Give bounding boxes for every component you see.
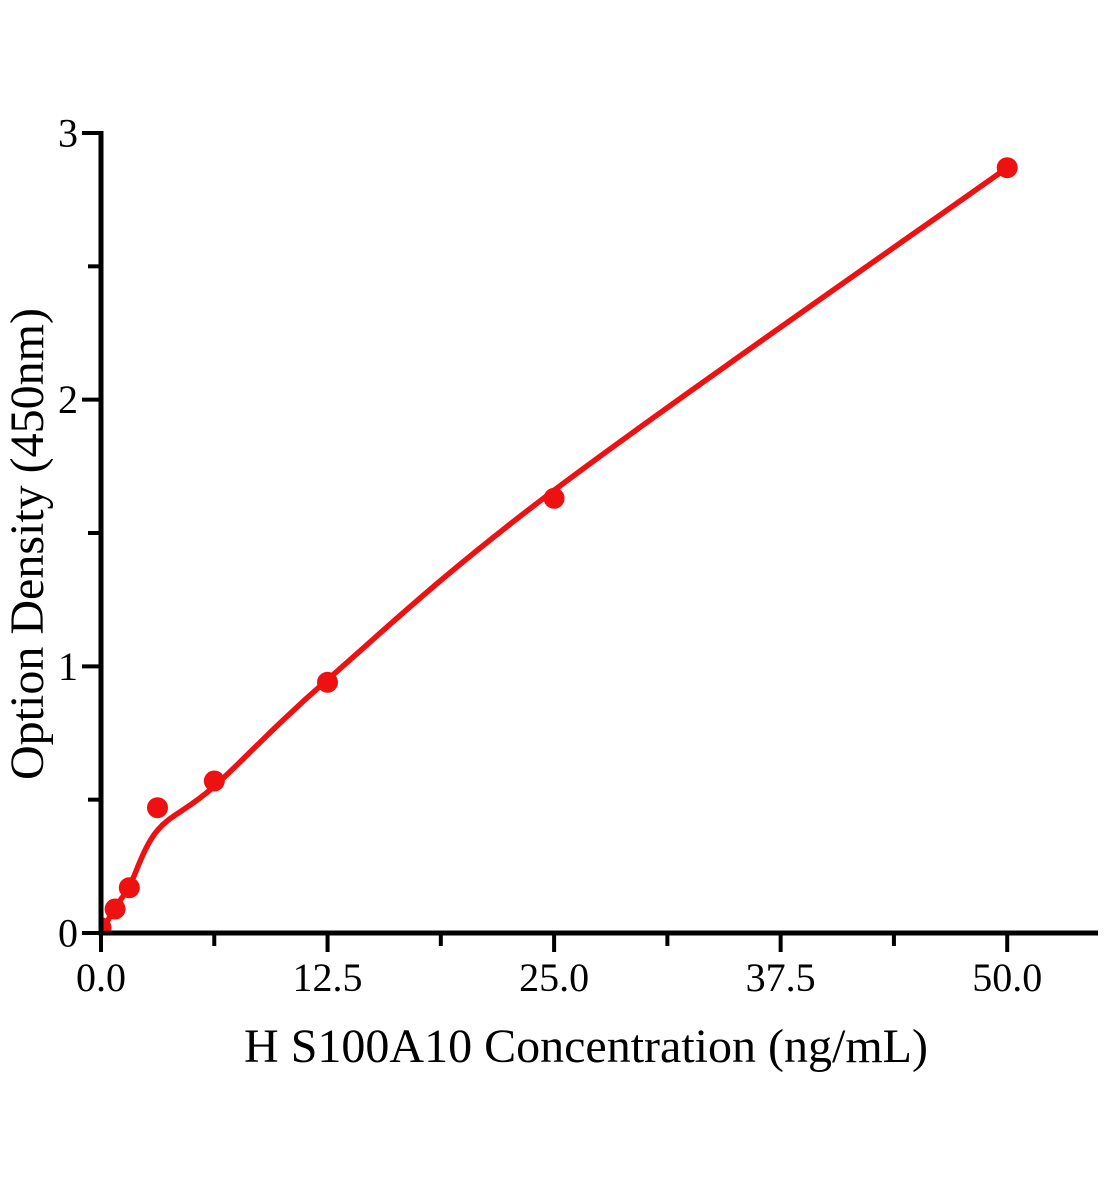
x-axis-tick-label: 25.0	[519, 955, 589, 1000]
x-axis-tick-label: 37.5	[746, 955, 816, 1000]
data-point	[543, 487, 565, 509]
x-axis-tick-label: 0.0	[76, 955, 126, 1000]
y-axis-tick-label: 2	[58, 377, 78, 422]
y-axis: 0 1 2 3	[58, 110, 99, 956]
data-point	[104, 898, 126, 920]
data-layer	[103, 157, 1018, 931]
y-axis-tick-label: 1	[58, 644, 78, 689]
data-point	[147, 797, 168, 819]
y-axis-title: Option Density (450nm)	[1, 308, 54, 780]
x-axis-tick-label: 12.5	[293, 955, 363, 1000]
data-point	[996, 157, 1018, 179]
data-point	[118, 877, 140, 899]
data-point	[317, 671, 338, 693]
x-axis-title: H S100A10 Concentration (ng/mL)	[244, 1020, 928, 1073]
data-point	[203, 770, 225, 792]
fit-curve-line	[103, 164, 1010, 931]
y-axis-tick-label: 3	[58, 110, 78, 155]
x-axis: 0.0 12.5 25.0 37.5 50.0	[76, 935, 1042, 1000]
data-point	[103, 917, 112, 931]
x-axis-tick-label: 50.0	[972, 955, 1042, 1000]
axis-lines	[98, 131, 1098, 936]
y-axis-tick-label: 0	[58, 911, 78, 956]
